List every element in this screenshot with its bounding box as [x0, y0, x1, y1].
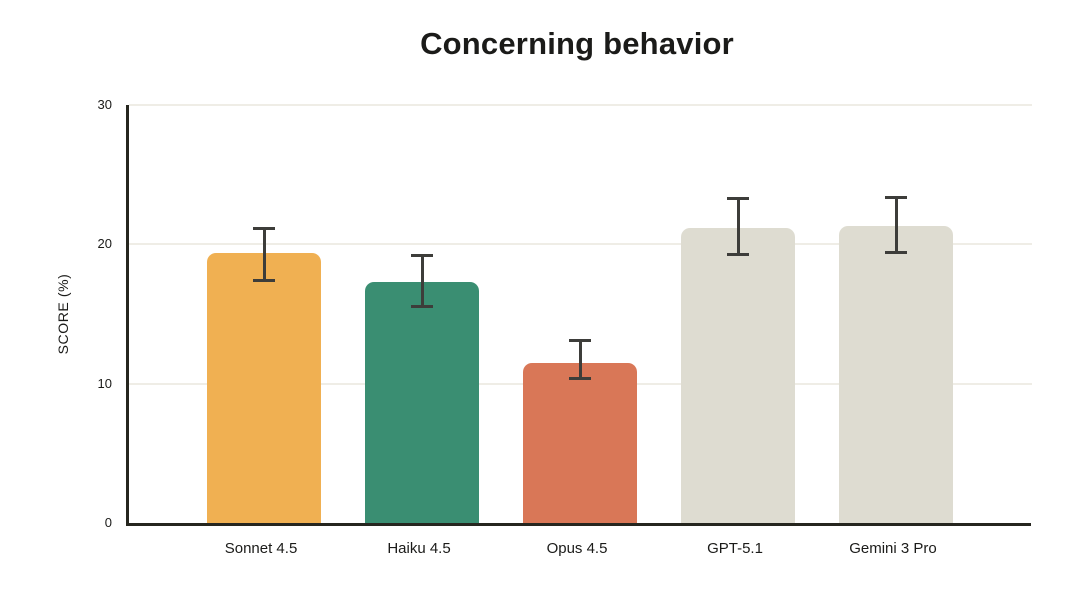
error-cap-top-gpt-5-1 — [727, 197, 749, 201]
gridline-30 — [129, 104, 1032, 106]
bar-opus-4-5 — [523, 362, 637, 523]
x-tick-label-sonnet-4-5: Sonnet 4.5 — [224, 540, 298, 557]
bar-haiku-4-5 — [365, 281, 479, 523]
x-tick-label-gemini-3-pro: Gemini 3 Pro — [849, 540, 937, 557]
error-cap-top-gemini-3-pro — [885, 195, 907, 199]
error-cap-bottom-gemini-3-pro — [885, 250, 907, 254]
error-bar-gpt-5-1 — [736, 198, 740, 256]
error-cap-bottom-opus-4-5 — [569, 377, 591, 381]
error-cap-bottom-sonnet-4-5 — [253, 278, 275, 282]
y-tick-label-0: 0 — [104, 515, 112, 530]
error-cap-bottom-haiku-4-5 — [411, 305, 433, 309]
y-tick-label-30: 30 — [97, 97, 112, 112]
error-cap-top-haiku-4-5 — [411, 254, 433, 258]
chart-title: Concerning behavior — [420, 26, 734, 61]
x-tick-label-haiku-4-5: Haiku 4.5 — [387, 540, 451, 557]
bar-gemini-3-pro — [839, 226, 953, 523]
bar-sonnet-4-5 — [207, 252, 321, 523]
plot-area — [126, 104, 1032, 526]
x-tick-label-opus-4-5: Opus 4.5 — [546, 540, 608, 557]
x-tick-label-gpt-5-1: GPT-5.1 — [707, 540, 763, 557]
error-bar-haiku-4-5 — [420, 255, 424, 308]
error-bar-sonnet-4-5 — [262, 227, 266, 281]
error-cap-bottom-gpt-5-1 — [727, 253, 749, 257]
error-bar-gemini-3-pro — [894, 196, 898, 253]
y-axis-label: SCORE (%) — [55, 273, 71, 355]
y-tick-label-10: 10 — [97, 375, 112, 391]
y-tick-label-20: 20 — [97, 236, 112, 252]
error-bar-opus-4-5 — [578, 340, 582, 380]
error-cap-top-sonnet-4-5 — [253, 226, 275, 230]
bar-gpt-5-1 — [681, 227, 795, 523]
error-cap-top-opus-4-5 — [569, 339, 591, 343]
